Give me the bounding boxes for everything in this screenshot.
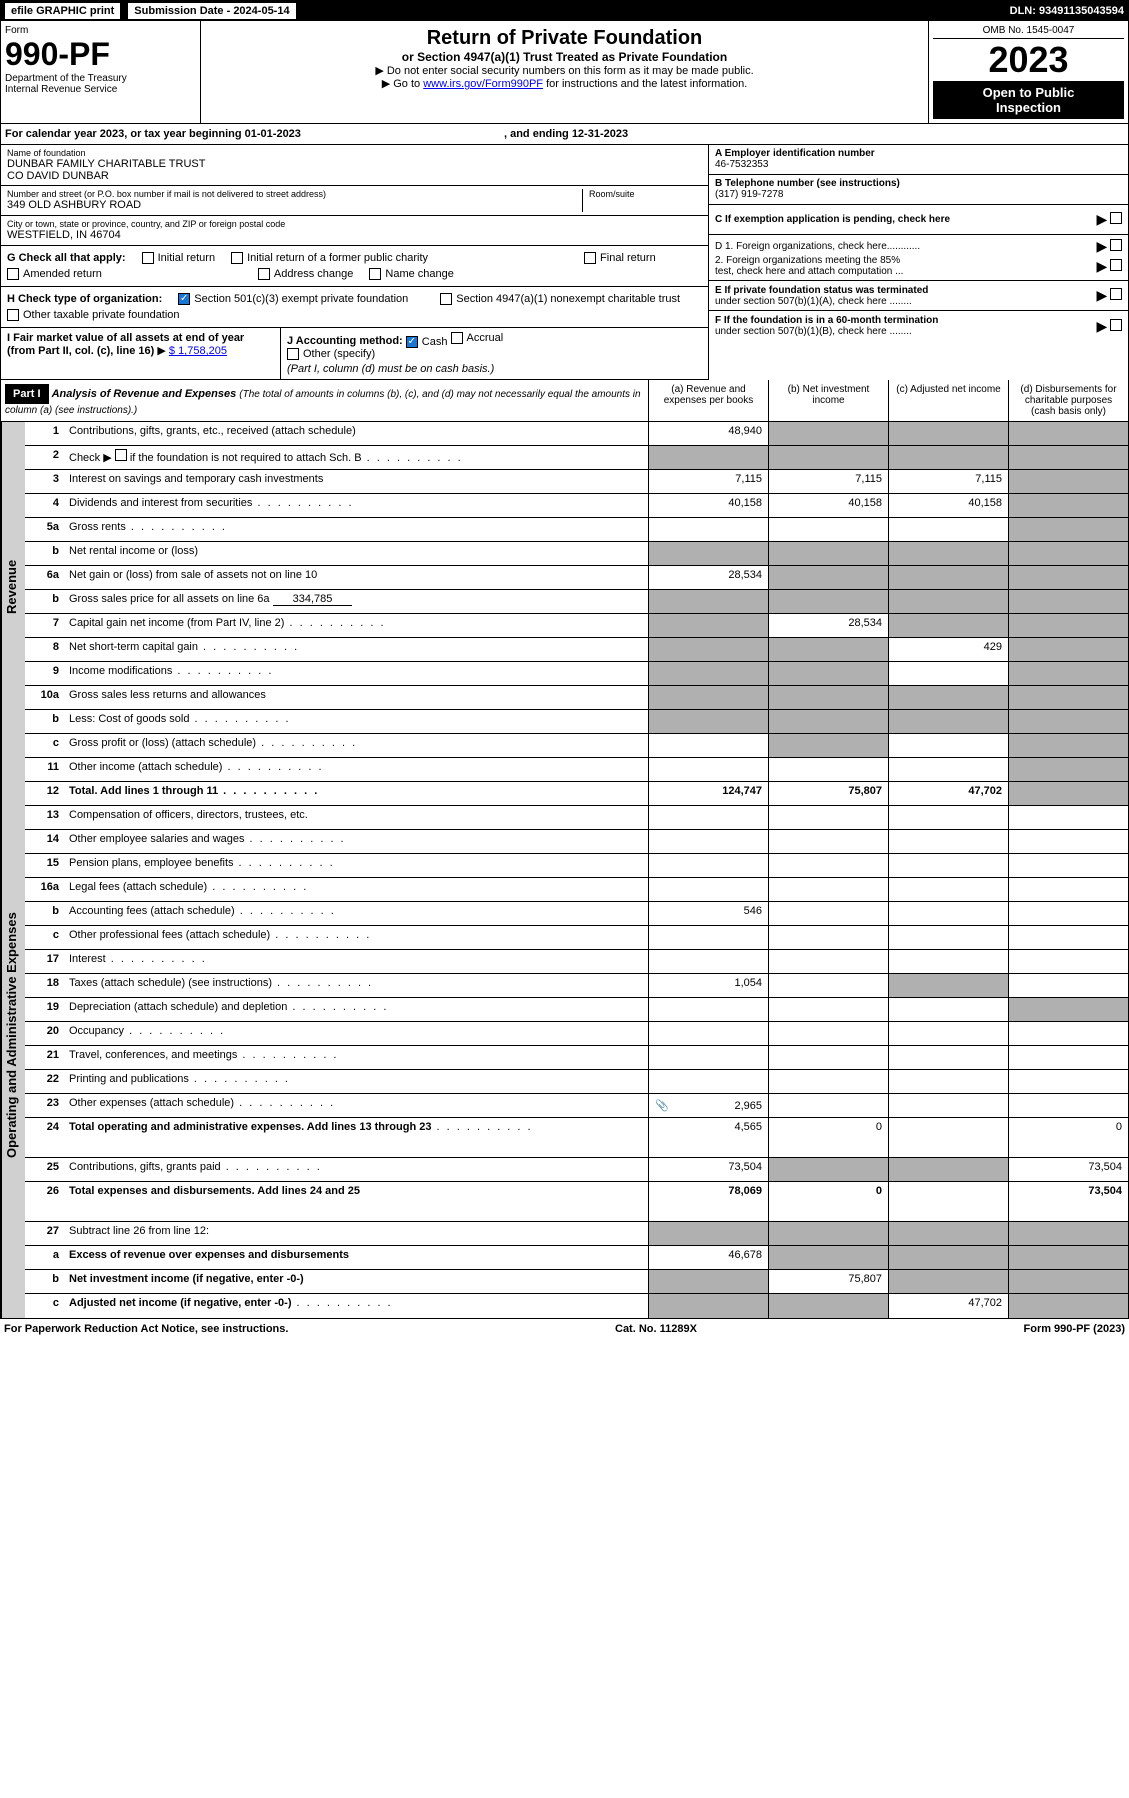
section-h: H Check type of organization: Section 50… [1,287,708,328]
checkbox-c[interactable] [1110,212,1122,224]
form-subtitle: or Section 4947(a)(1) Trust Treated as P… [207,50,922,64]
col-c-header: (c) Adjusted net income [888,380,1008,421]
box-a-label: A Employer identification number [715,148,1122,159]
part1-badge: Part I [5,384,49,404]
checkbox-501c3[interactable] [178,293,190,305]
checkbox-4947[interactable] [440,293,452,305]
checkbox-f[interactable] [1110,319,1122,331]
note-ssn: ▶ Do not enter social security numbers o… [207,64,922,77]
dept-irs: Internal Revenue Service [5,84,196,95]
col-d-header: (d) Disbursements for charitable purpose… [1008,380,1128,421]
checkbox-other-taxable[interactable] [7,309,19,321]
checkbox-schb[interactable] [115,449,127,461]
omb-number: OMB No. 1545-0047 [933,25,1124,39]
box-b-label: B Telephone number (see instructions) [715,178,1122,189]
room-label: Room/suite [589,189,702,199]
address-val: 349 OLD ASHBURY ROAD [7,199,582,211]
phone-value: (317) 919-7278 [715,189,1122,200]
footer-mid: Cat. No. 11289X [615,1323,697,1335]
city-val: WESTFIELD, IN 46704 [7,229,702,241]
section-g: G Check all that apply: Initial return I… [1,246,708,287]
fmv-value[interactable]: $ 1,758,205 [169,345,227,357]
checkbox-initial-return[interactable] [142,252,154,264]
form-label: Form [5,25,196,36]
expenses-side-label: Operating and Administrative Expenses [1,752,25,1318]
page-footer: For Paperwork Reduction Act Notice, see … [0,1319,1129,1339]
submission-date: Submission Date - 2024-05-14 [128,3,295,19]
checkbox-address-change[interactable] [258,268,270,280]
tax-year: 2023 [933,39,1124,81]
name-label: Name of foundation [7,148,702,158]
irs-link[interactable]: www.irs.gov/Form990PF [423,78,543,90]
footer-right: Form 990-PF (2023) [1024,1323,1125,1335]
dept-treasury: Department of the Treasury [5,73,196,84]
city-label: City or town, state or province, country… [7,219,702,229]
form-number: 990-PF [5,36,196,73]
top-bar: efile GRAPHIC print Submission Date - 20… [1,1,1128,21]
form-header: Form 990-PF Department of the Treasury I… [1,21,1128,124]
checkbox-accrual[interactable] [451,332,463,344]
attach-icon[interactable]: 📎 [655,1099,669,1112]
open-public-badge: Open to Public Inspection [933,81,1124,119]
checkbox-other-method[interactable] [287,348,299,360]
ein-value: 46-7532353 [715,159,1122,170]
col-b-header: (b) Net investment income [768,380,888,421]
footer-left: For Paperwork Reduction Act Notice, see … [4,1323,288,1335]
checkbox-amended[interactable] [7,268,19,280]
checkbox-d1[interactable] [1110,239,1122,251]
checkbox-cash[interactable] [406,336,418,348]
revenue-side-label: Revenue [1,422,25,752]
form-title: Return of Private Foundation [207,27,922,50]
checkbox-name-change[interactable] [369,268,381,280]
checkbox-initial-public[interactable] [231,252,243,264]
box-c-label: C If exemption application is pending, c… [715,214,950,225]
foundation-name1: DUNBAR FAMILY CHARITABLE TRUST [7,158,702,170]
efile-label: efile GRAPHIC print [5,3,120,19]
dln-label: DLN: 93491135043594 [1010,5,1124,17]
checkbox-e[interactable] [1110,288,1122,300]
checkbox-d2[interactable] [1110,259,1122,271]
part1-header-row: Part I Analysis of Revenue and Expenses … [1,380,1128,422]
col-a-header: (a) Revenue and expenses per books [648,380,768,421]
foundation-name2: CO DAVID DUNBAR [7,170,702,182]
checkbox-final-return[interactable] [584,252,596,264]
note-goto: ▶ Go to www.irs.gov/Form990PF for instru… [207,77,922,90]
l1-a: 48,940 [648,422,768,445]
address-label: Number and street (or P.O. box number if… [7,189,582,199]
calendar-year-row: For calendar year 2023, or tax year begi… [1,124,1128,145]
